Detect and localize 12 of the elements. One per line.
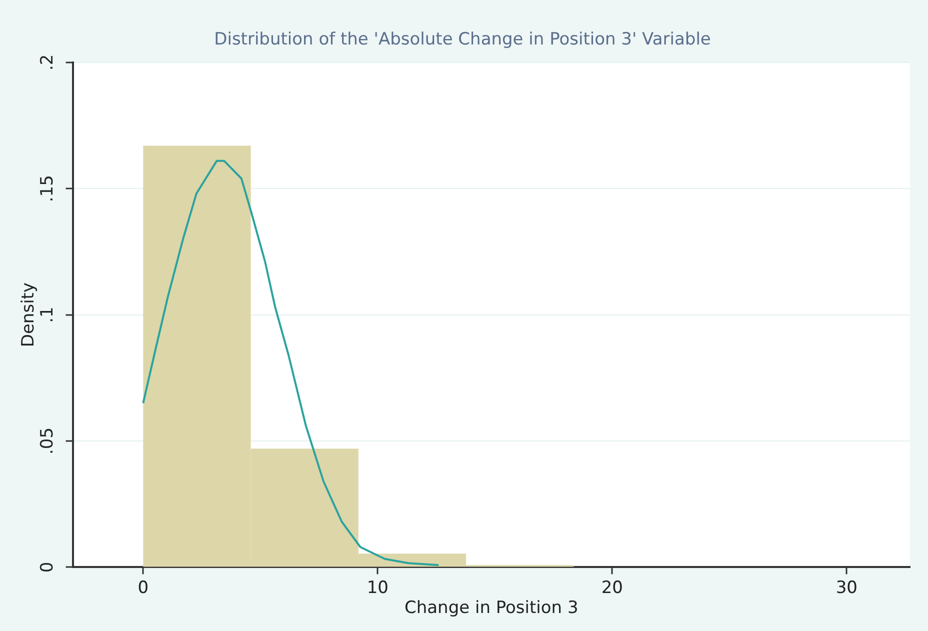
- x-tick-label: 0: [138, 578, 149, 598]
- y-tick-label: 0: [38, 562, 58, 573]
- chart-title: Distribution of the 'Absolute Change in Position 3' Variable: [214, 30, 711, 50]
- y-tick-label: .15: [38, 175, 58, 202]
- x-tick-label: 30: [836, 578, 858, 598]
- y-axis-title: Density: [18, 282, 39, 348]
- y-tick-label: .1: [38, 306, 58, 323]
- y-tick-label: .05: [38, 427, 58, 455]
- x-axis-title: Change in Position 3: [404, 598, 578, 618]
- x-tick-label: 10: [366, 578, 388, 598]
- y-tick-label: .2: [38, 54, 58, 71]
- x-tick-label: 20: [601, 578, 623, 598]
